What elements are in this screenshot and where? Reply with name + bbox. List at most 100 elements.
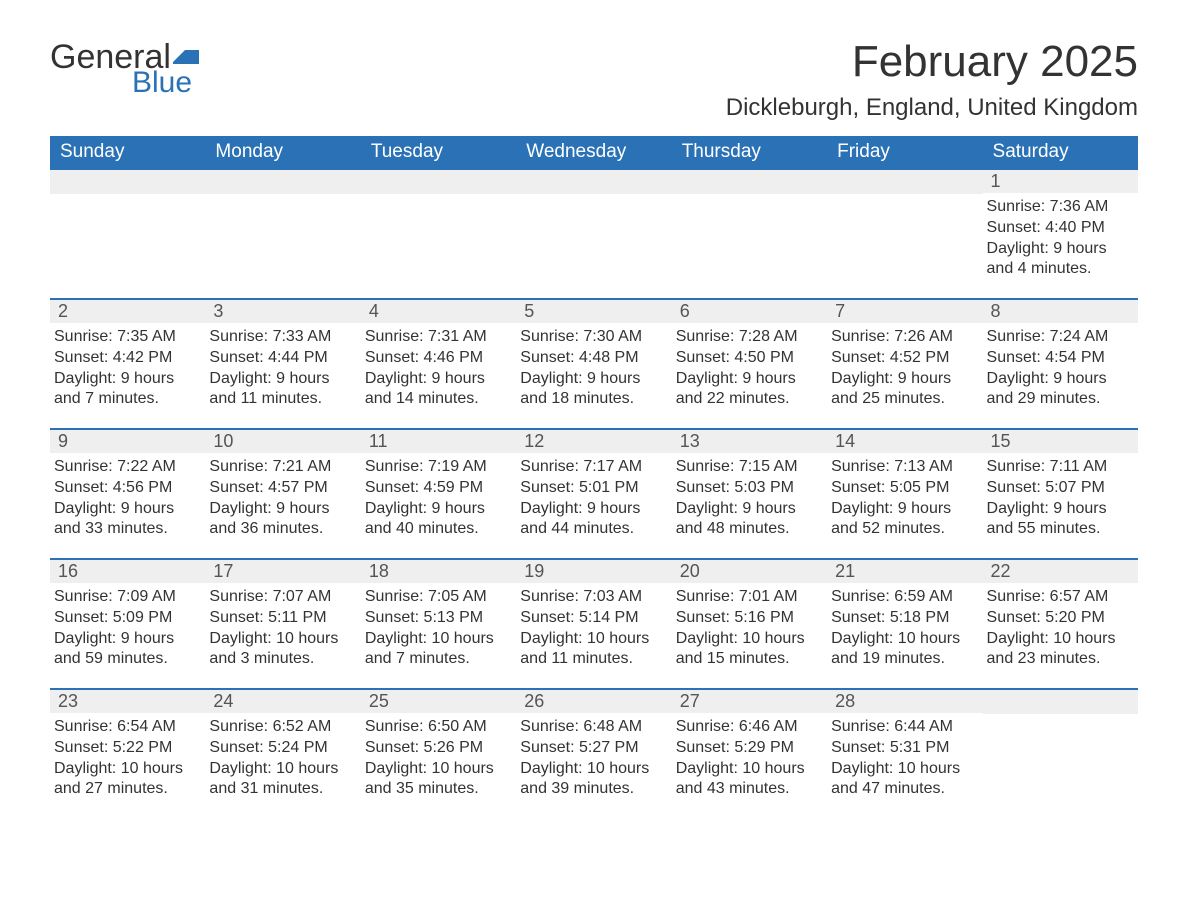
sunset-line: Sunset: 4:57 PM: [209, 478, 354, 499]
weekday-header: Thursday: [672, 136, 827, 169]
daylight-line: Daylight: 9 hours and 48 minutes.: [676, 499, 821, 541]
sunset-line: Sunset: 5:14 PM: [520, 608, 665, 629]
daylight-line: Daylight: 10 hours and 43 minutes.: [676, 759, 821, 801]
weekday-header: Tuesday: [361, 136, 516, 169]
day-details: Sunrise: 7:13 AMSunset: 5:05 PMDaylight:…: [827, 453, 982, 542]
day-number: 24: [205, 690, 360, 713]
sunset-line: Sunset: 5:31 PM: [831, 738, 976, 759]
day-number: 28: [827, 690, 982, 713]
calendar-day-cell: 11Sunrise: 7:19 AMSunset: 4:59 PMDayligh…: [361, 429, 516, 559]
day-details: Sunrise: 7:11 AMSunset: 5:07 PMDaylight:…: [983, 453, 1138, 542]
sunset-line: Sunset: 5:27 PM: [520, 738, 665, 759]
sunset-line: Sunset: 4:40 PM: [987, 218, 1132, 239]
day-details: Sunrise: 7:21 AMSunset: 4:57 PMDaylight:…: [205, 453, 360, 542]
sunrise-line: Sunrise: 7:05 AM: [365, 587, 510, 608]
daylight-line: Daylight: 9 hours and 22 minutes.: [676, 369, 821, 411]
day-details: Sunrise: 6:44 AMSunset: 5:31 PMDaylight:…: [827, 713, 982, 802]
daylight-line: Daylight: 10 hours and 27 minutes.: [54, 759, 199, 801]
daylight-line: Daylight: 10 hours and 11 minutes.: [520, 629, 665, 671]
day-details: Sunrise: 7:26 AMSunset: 4:52 PMDaylight:…: [827, 323, 982, 412]
sunset-line: Sunset: 5:16 PM: [676, 608, 821, 629]
calendar-day-cell: 16Sunrise: 7:09 AMSunset: 5:09 PMDayligh…: [50, 559, 205, 689]
sunset-line: Sunset: 5:22 PM: [54, 738, 199, 759]
day-number-empty: [672, 170, 827, 194]
sunset-line: Sunset: 4:56 PM: [54, 478, 199, 499]
sunrise-line: Sunrise: 6:54 AM: [54, 717, 199, 738]
sunset-line: Sunset: 5:26 PM: [365, 738, 510, 759]
sunrise-line: Sunrise: 7:15 AM: [676, 457, 821, 478]
day-number: 6: [672, 300, 827, 323]
calendar-day-cell: 22Sunrise: 6:57 AMSunset: 5:20 PMDayligh…: [983, 559, 1138, 689]
calendar-day-cell: 6Sunrise: 7:28 AMSunset: 4:50 PMDaylight…: [672, 299, 827, 429]
sunset-line: Sunset: 4:42 PM: [54, 348, 199, 369]
sunrise-line: Sunrise: 7:26 AM: [831, 327, 976, 348]
calendar-week-row: 2Sunrise: 7:35 AMSunset: 4:42 PMDaylight…: [50, 299, 1138, 429]
calendar-day-cell: 4Sunrise: 7:31 AMSunset: 4:46 PMDaylight…: [361, 299, 516, 429]
sunset-line: Sunset: 4:59 PM: [365, 478, 510, 499]
sunset-line: Sunset: 5:07 PM: [987, 478, 1132, 499]
daylight-line: Daylight: 10 hours and 23 minutes.: [987, 629, 1132, 671]
day-details: Sunrise: 7:30 AMSunset: 4:48 PMDaylight:…: [516, 323, 671, 412]
day-details: Sunrise: 7:19 AMSunset: 4:59 PMDaylight:…: [361, 453, 516, 542]
daylight-line: Daylight: 9 hours and 4 minutes.: [987, 239, 1132, 281]
daylight-line: Daylight: 10 hours and 3 minutes.: [209, 629, 354, 671]
weekday-header: Friday: [827, 136, 982, 169]
sunrise-line: Sunrise: 6:48 AM: [520, 717, 665, 738]
calendar-day-cell: 12Sunrise: 7:17 AMSunset: 5:01 PMDayligh…: [516, 429, 671, 559]
calendar-empty-cell: [983, 689, 1138, 819]
day-details: Sunrise: 7:17 AMSunset: 5:01 PMDaylight:…: [516, 453, 671, 542]
day-details: Sunrise: 6:48 AMSunset: 5:27 PMDaylight:…: [516, 713, 671, 802]
day-number: 19: [516, 560, 671, 583]
daylight-line: Daylight: 10 hours and 35 minutes.: [365, 759, 510, 801]
day-details: Sunrise: 7:31 AMSunset: 4:46 PMDaylight:…: [361, 323, 516, 412]
sunset-line: Sunset: 5:20 PM: [987, 608, 1132, 629]
calendar-empty-cell: [205, 169, 360, 299]
calendar-day-cell: 7Sunrise: 7:26 AMSunset: 4:52 PMDaylight…: [827, 299, 982, 429]
day-details: Sunrise: 6:52 AMSunset: 5:24 PMDaylight:…: [205, 713, 360, 802]
calendar-day-cell: 15Sunrise: 7:11 AMSunset: 5:07 PMDayligh…: [983, 429, 1138, 559]
day-number-empty: [205, 170, 360, 194]
calendar-day-cell: 17Sunrise: 7:07 AMSunset: 5:11 PMDayligh…: [205, 559, 360, 689]
calendar-day-cell: 19Sunrise: 7:03 AMSunset: 5:14 PMDayligh…: [516, 559, 671, 689]
calendar-body: 1Sunrise: 7:36 AMSunset: 4:40 PMDaylight…: [50, 169, 1138, 819]
sunrise-line: Sunrise: 7:24 AM: [987, 327, 1132, 348]
sunset-line: Sunset: 5:01 PM: [520, 478, 665, 499]
daylight-line: Daylight: 9 hours and 33 minutes.: [54, 499, 199, 541]
sunset-line: Sunset: 5:05 PM: [831, 478, 976, 499]
day-number: 13: [672, 430, 827, 453]
day-number-empty: [50, 170, 205, 194]
calendar-week-row: 23Sunrise: 6:54 AMSunset: 5:22 PMDayligh…: [50, 689, 1138, 819]
day-details: Sunrise: 6:57 AMSunset: 5:20 PMDaylight:…: [983, 583, 1138, 672]
sunrise-line: Sunrise: 6:52 AM: [209, 717, 354, 738]
day-number: 11: [361, 430, 516, 453]
sunset-line: Sunset: 4:48 PM: [520, 348, 665, 369]
day-details: Sunrise: 7:36 AMSunset: 4:40 PMDaylight:…: [983, 193, 1138, 282]
day-number: 5: [516, 300, 671, 323]
calendar-day-cell: 14Sunrise: 7:13 AMSunset: 5:05 PMDayligh…: [827, 429, 982, 559]
calendar-day-cell: 2Sunrise: 7:35 AMSunset: 4:42 PMDaylight…: [50, 299, 205, 429]
day-number: 3: [205, 300, 360, 323]
sunrise-line: Sunrise: 6:50 AM: [365, 717, 510, 738]
day-details: Sunrise: 7:05 AMSunset: 5:13 PMDaylight:…: [361, 583, 516, 672]
calendar-day-cell: 10Sunrise: 7:21 AMSunset: 4:57 PMDayligh…: [205, 429, 360, 559]
day-details: Sunrise: 7:07 AMSunset: 5:11 PMDaylight:…: [205, 583, 360, 672]
day-details: Sunrise: 6:54 AMSunset: 5:22 PMDaylight:…: [50, 713, 205, 802]
daylight-line: Daylight: 9 hours and 59 minutes.: [54, 629, 199, 671]
daylight-line: Daylight: 9 hours and 11 minutes.: [209, 369, 354, 411]
sunrise-line: Sunrise: 7:11 AM: [987, 457, 1132, 478]
sunrise-line: Sunrise: 6:59 AM: [831, 587, 976, 608]
sunset-line: Sunset: 5:18 PM: [831, 608, 976, 629]
sunrise-line: Sunrise: 6:57 AM: [987, 587, 1132, 608]
day-number: 1: [983, 170, 1138, 193]
weekday-header: Wednesday: [516, 136, 671, 169]
calendar-day-cell: 18Sunrise: 7:05 AMSunset: 5:13 PMDayligh…: [361, 559, 516, 689]
day-details: Sunrise: 7:09 AMSunset: 5:09 PMDaylight:…: [50, 583, 205, 672]
calendar-day-cell: 26Sunrise: 6:48 AMSunset: 5:27 PMDayligh…: [516, 689, 671, 819]
day-number: 8: [983, 300, 1138, 323]
day-number: 16: [50, 560, 205, 583]
sunrise-line: Sunrise: 7:30 AM: [520, 327, 665, 348]
header: General Blue February 2025 Dickleburgh, …: [50, 40, 1138, 122]
day-number: 17: [205, 560, 360, 583]
day-number: 18: [361, 560, 516, 583]
sunset-line: Sunset: 5:11 PM: [209, 608, 354, 629]
